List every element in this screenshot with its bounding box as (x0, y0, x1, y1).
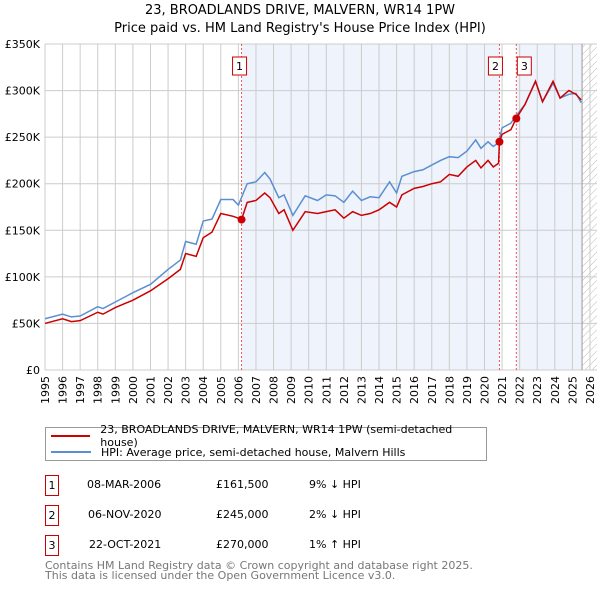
x-tick-label: 2003 (180, 376, 193, 404)
x-tick-label: 2002 (162, 376, 175, 404)
x-tick-label: 2005 (215, 376, 228, 404)
x-tick-label: 2015 (391, 376, 404, 404)
sale-date: 06-NOV-2020 (88, 508, 162, 521)
sale-marker-badge (516, 56, 532, 76)
legend-line-red (51, 435, 91, 437)
x-tick-label: 2026 (584, 376, 597, 404)
y-tick-label: £150K (5, 224, 41, 237)
x-tick-label: 2000 (127, 376, 140, 404)
sale-price: £270,000 (216, 538, 269, 551)
price-paid-line (44, 79, 582, 325)
sale-number-badge: 3 (45, 535, 59, 556)
sale-point (237, 215, 246, 224)
sale-point (512, 114, 521, 123)
y-tick-label: £250K (5, 131, 41, 144)
chart-subtitle: Price paid vs. HM Land Registry's House … (114, 21, 486, 36)
x-tick-label: 1998 (92, 376, 105, 404)
sale-point (495, 137, 504, 146)
legend-item-property: 23, BROADLANDS DRIVE, MALVERN, WR14 1PW … (51, 423, 486, 449)
x-tick-label: 2012 (338, 376, 351, 404)
footer-copyright: Contains HM Land Registry data © Crown c… (45, 559, 473, 572)
sale-number-badge: 2 (45, 505, 59, 526)
x-tick-label: 2008 (268, 376, 281, 404)
x-tick-label: 2014 (373, 376, 386, 404)
x-tick-label: 2016 (408, 376, 421, 404)
legend-line-blue (51, 451, 91, 453)
legend: 23, BROADLANDS DRIVE, MALVERN, WR14 1PW … (45, 423, 487, 461)
x-tick-label: 2010 (303, 376, 316, 404)
y-tick-label: £100K (5, 271, 41, 284)
x-tick-label: 2017 (426, 376, 439, 404)
sale-hpi-diff: 1% ↑ HPI (309, 538, 361, 551)
x-tick-label: 2004 (197, 376, 210, 404)
sale-marker-label: 3 (521, 60, 528, 73)
sale-marker-label: 2 (492, 60, 499, 73)
x-tick-label: 2013 (355, 376, 368, 404)
y-tick-label: £350K (5, 38, 41, 51)
x-tick-label: 1996 (57, 376, 70, 404)
x-tick-label: 1997 (74, 376, 87, 404)
sale-marker-badge (232, 56, 248, 76)
y-tick-label: £0 (26, 364, 40, 377)
x-tick-label: 2019 (461, 376, 474, 404)
x-tick-label: 2009 (285, 376, 298, 404)
chart-title: 23, BROADLANDS DRIVE, MALVERN, WR14 1PW (144, 3, 456, 18)
y-tick-label: £200K (5, 178, 41, 191)
sale-date: 08-MAR-2006 (87, 478, 162, 491)
sale-hpi-diff: 2% ↓ HPI (309, 508, 361, 521)
x-tick-label: 1999 (109, 376, 122, 404)
x-tick-label: 2025 (566, 376, 579, 404)
x-tick-label: 2018 (443, 376, 456, 404)
sale-hpi-diff: 9% ↓ HPI (309, 478, 361, 491)
shaded-period (241, 44, 500, 370)
footer-licence: This data is licensed under the Open Gov… (45, 569, 396, 582)
legend-label: 23, BROADLANDS DRIVE, MALVERN, WR14 1PW … (100, 423, 453, 449)
sale-date: 22-OCT-2021 (89, 538, 162, 551)
legend-label: HPI: Average price, semi-detached house,… (101, 445, 406, 459)
x-tick-label: 2020 (479, 376, 492, 404)
sale-number-badge: 1 (45, 475, 59, 496)
y-tick-label: £50K (12, 317, 41, 330)
hpi-line (44, 79, 582, 320)
sale-row: 1 08-MAR-2006 £161,500 9% ↓ HPI (45, 475, 545, 496)
x-tick-label: 2001 (144, 376, 157, 404)
x-tick-label: 2011 (320, 376, 333, 404)
sale-marker-badge (487, 56, 503, 76)
sale-price: £245,000 (216, 508, 269, 521)
legend-item-hpi: HPI: Average price, semi-detached house,… (51, 444, 405, 460)
x-tick-label: 2007 (250, 376, 263, 404)
price-chart: 1995 1996 1997 1998 1999 2000 2001 2002 2003 2004… (5, 38, 597, 404)
x-tick-label: 2021 (496, 376, 509, 404)
y-tick-label: £300K (5, 85, 41, 98)
x-tick-label: 1995 (39, 376, 52, 404)
sale-marker-label: 1 (236, 60, 243, 73)
x-tick-label: 2022 (514, 376, 527, 404)
sale-row: 2 06-NOV-2020 £245,000 2% ↓ HPI (45, 505, 545, 526)
x-tick-label: 2024 (549, 376, 562, 404)
sale-row: 3 22-OCT-2021 £270,000 1% ↑ HPI (45, 535, 545, 556)
x-tick-label: 2023 (531, 376, 544, 404)
sale-price: £161,500 (216, 478, 269, 491)
x-tick-label: 2006 (232, 376, 245, 404)
